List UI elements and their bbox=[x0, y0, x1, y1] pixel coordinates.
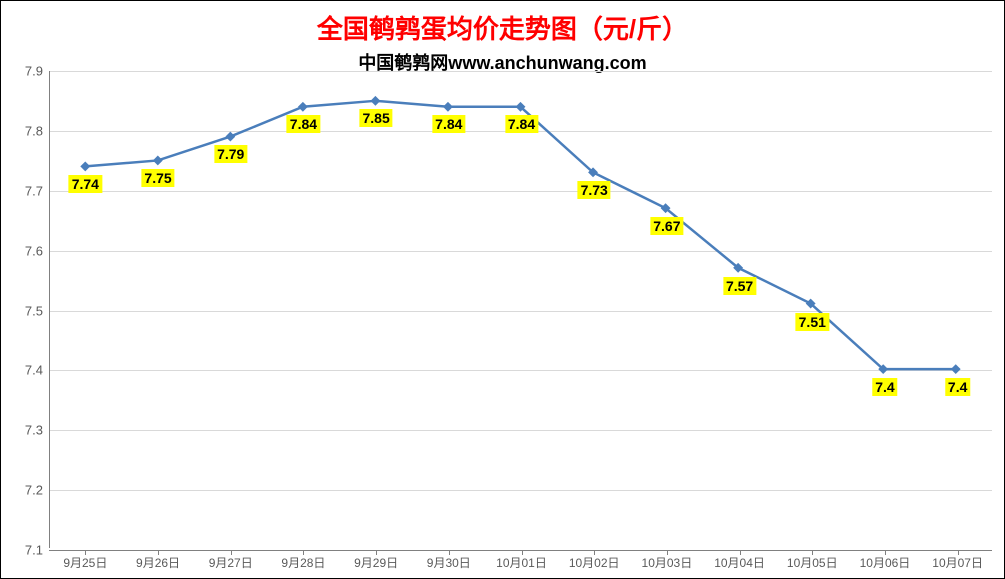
data-label: 7.67 bbox=[650, 217, 683, 235]
y-tick-label: 7.1 bbox=[25, 543, 49, 558]
data-label: 7.57 bbox=[723, 277, 756, 295]
data-label: 7.74 bbox=[69, 175, 102, 193]
y-tick-label: 7.8 bbox=[25, 123, 49, 138]
plot-area: 7.17.27.37.47.57.67.77.87.99月25日9月26日9月2… bbox=[49, 71, 992, 548]
data-label: 7.51 bbox=[796, 313, 829, 331]
line-series bbox=[49, 71, 992, 548]
y-tick-label: 7.2 bbox=[25, 483, 49, 498]
data-label: 7.4 bbox=[945, 378, 970, 396]
x-tick-label: 9月26日 bbox=[136, 548, 180, 571]
data-label: 7.79 bbox=[214, 145, 247, 163]
data-label: 7.84 bbox=[432, 115, 465, 133]
x-tick-label: 10月07日 bbox=[932, 548, 983, 571]
x-tick-label: 9月29日 bbox=[354, 548, 398, 571]
y-tick-label: 7.6 bbox=[25, 243, 49, 258]
data-marker bbox=[80, 161, 90, 171]
y-tick-label: 7.9 bbox=[25, 64, 49, 79]
data-marker bbox=[951, 364, 961, 374]
x-tick-label: 10月04日 bbox=[714, 548, 765, 571]
data-label: 7.73 bbox=[578, 181, 611, 199]
x-tick-label: 9月25日 bbox=[63, 548, 107, 571]
data-marker bbox=[153, 156, 163, 166]
chart-title: 全国鹌鹑蛋均价走势图（元/斤） bbox=[1, 9, 1004, 46]
data-label: 7.85 bbox=[359, 109, 392, 127]
data-label: 7.84 bbox=[287, 115, 320, 133]
x-tick-label: 10月06日 bbox=[860, 548, 911, 571]
y-tick-label: 7.5 bbox=[25, 303, 49, 318]
x-tick-label: 10月02日 bbox=[569, 548, 620, 571]
y-tick-label: 7.7 bbox=[25, 183, 49, 198]
x-tick-label: 9月28日 bbox=[281, 548, 325, 571]
data-label: 7.84 bbox=[505, 115, 538, 133]
y-tick-label: 7.3 bbox=[25, 423, 49, 438]
x-tick-label: 10月01日 bbox=[496, 548, 547, 571]
data-marker bbox=[298, 102, 308, 112]
data-label: 7.4 bbox=[872, 378, 897, 396]
data-marker bbox=[370, 96, 380, 106]
x-tick-label: 9月27日 bbox=[209, 548, 253, 571]
y-tick-label: 7.4 bbox=[25, 363, 49, 378]
chart-container: 全国鹌鹑蛋均价走势图（元/斤） 中国鹌鹑网www.anchunwang.com … bbox=[0, 0, 1005, 579]
x-tick-label: 10月05日 bbox=[787, 548, 838, 571]
x-tick-label: 10月03日 bbox=[642, 548, 693, 571]
data-marker bbox=[443, 102, 453, 112]
data-label: 7.75 bbox=[141, 169, 174, 187]
x-tick-label: 9月30日 bbox=[427, 548, 471, 571]
data-marker bbox=[225, 132, 235, 142]
